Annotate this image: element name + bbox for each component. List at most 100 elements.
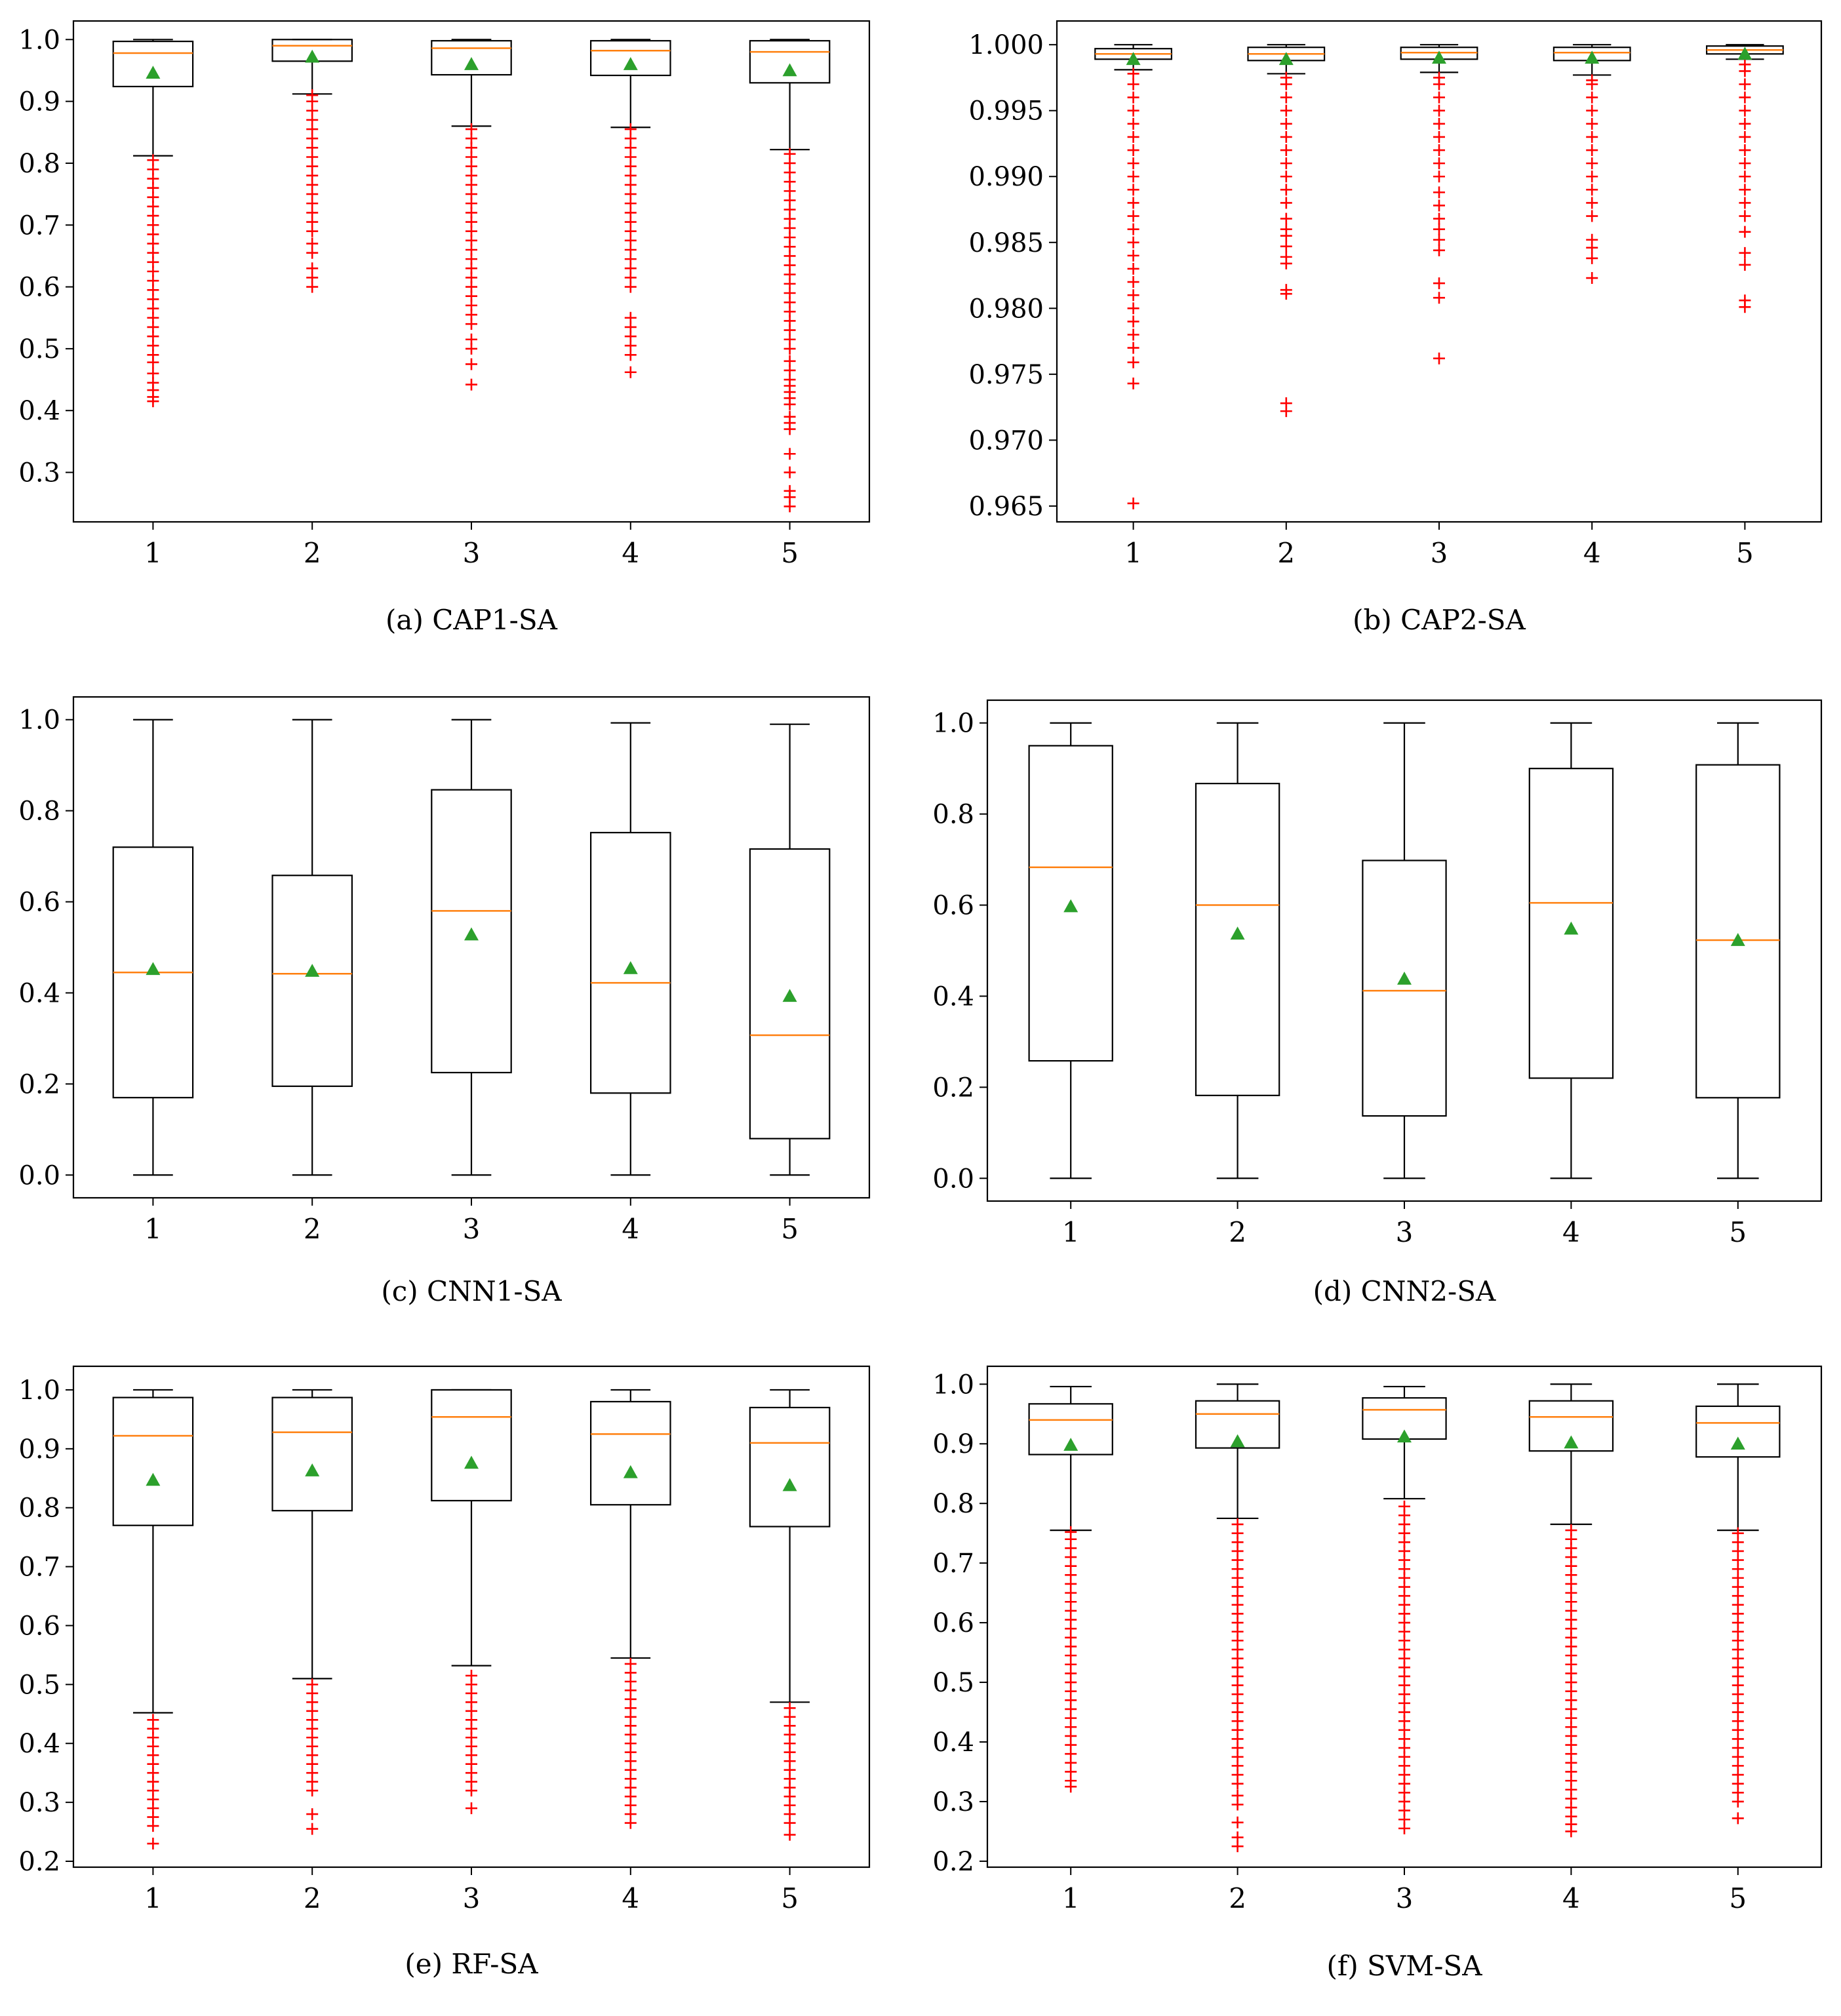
outlier-point xyxy=(1127,68,1139,80)
outlier-point xyxy=(1433,277,1445,290)
mean-marker xyxy=(1737,47,1752,60)
outlier-point xyxy=(1586,104,1598,117)
outlier-point xyxy=(1433,91,1445,104)
panel-cap1-sa: 0.3 0.4 0.5 0.6 0.7 0.8 0.9 1.0 1 2 3 4 5 (a) CAP1-SA xyxy=(18,20,871,636)
outlier-point xyxy=(1732,1812,1744,1825)
mean-marker xyxy=(1432,50,1446,64)
box xyxy=(112,41,194,88)
outlier-point xyxy=(1127,184,1139,196)
outlier-point xyxy=(1280,250,1292,263)
outlier-point xyxy=(1433,292,1445,304)
box xyxy=(112,1396,194,1526)
outlier-point xyxy=(1739,117,1751,130)
outlier-point xyxy=(1280,223,1292,235)
mean-marker xyxy=(464,927,479,941)
panel-caption: (d) CNN2-SA xyxy=(1313,1275,1496,1307)
x-tick-label: 1 xyxy=(144,1213,162,1245)
box-group-4 xyxy=(589,1389,671,1829)
outlier-point xyxy=(1433,104,1445,117)
outlier-point xyxy=(465,358,477,370)
outlier-point xyxy=(1127,497,1139,509)
outlier-point xyxy=(465,1669,477,1682)
x-tick-label: 1 xyxy=(1062,1216,1080,1248)
y-tick-label: 0.0 xyxy=(932,1164,974,1194)
outlier-point xyxy=(1586,144,1598,157)
x-tick-label: 3 xyxy=(463,1213,481,1245)
mean-marker xyxy=(1063,1438,1079,1451)
panel-caption: (e) RF-SA xyxy=(405,1948,538,1980)
outlier-point xyxy=(1127,117,1139,130)
y-tick-label: 0.8 xyxy=(18,149,60,179)
outlier-point xyxy=(1280,212,1292,225)
x-tick-label: 3 xyxy=(1396,1216,1414,1248)
box-group-2 xyxy=(1195,1383,1280,1853)
outlier-point xyxy=(1565,1524,1577,1537)
mean-marker xyxy=(464,1455,479,1469)
outlier-point xyxy=(624,366,637,378)
outlier-point xyxy=(783,484,796,497)
x-tick-label: 2 xyxy=(304,537,321,569)
outlier-point xyxy=(147,1838,159,1850)
y-tick-label: 0.2 xyxy=(932,1847,974,1877)
outlier-point xyxy=(1127,170,1139,183)
outlier-point xyxy=(783,1828,796,1841)
outlier-point xyxy=(1231,1518,1244,1531)
box xyxy=(271,1396,353,1512)
outlier-point xyxy=(147,367,159,380)
y-tick-label: 0.7 xyxy=(932,1549,974,1579)
x-tick-label: 5 xyxy=(781,1882,799,1914)
x-tick-label: 2 xyxy=(304,1213,321,1245)
y-tick-label: 0.0 xyxy=(18,1160,60,1191)
y-tick-label: 0.975 xyxy=(968,360,1044,390)
box xyxy=(749,40,831,84)
mean-marker xyxy=(146,962,161,976)
box xyxy=(749,848,831,1139)
box xyxy=(431,1389,512,1502)
y-tick-label: 1.0 xyxy=(18,1375,60,1406)
box xyxy=(1362,860,1447,1117)
y-tick-label: 0.965 xyxy=(968,492,1044,522)
y-tick-label: 0.980 xyxy=(968,294,1044,324)
outlier-point xyxy=(1433,157,1445,170)
box-group-4 xyxy=(589,722,671,1176)
outlier-point xyxy=(1739,210,1751,222)
panel-cnn2-sa: 0.0 0.2 0.4 0.6 0.8 1.0 1 2 3 4 5 (d) CNN2-SA xyxy=(932,699,1823,1307)
outlier-point xyxy=(1433,244,1445,256)
outlier-point xyxy=(1739,184,1751,196)
mean-marker xyxy=(1397,972,1412,985)
x-tick-label: 5 xyxy=(781,1213,799,1245)
outlier-point xyxy=(1586,252,1598,264)
x-tick-label: 3 xyxy=(463,537,481,569)
y-tick-label: 0.4 xyxy=(932,1728,974,1758)
mean-marker xyxy=(305,49,320,63)
outlier-point xyxy=(1280,71,1292,84)
box-group-5 xyxy=(749,39,831,513)
outlier-point xyxy=(1127,302,1139,315)
y-tick-label: 0.2 xyxy=(18,1847,60,1877)
box xyxy=(589,831,671,1094)
outlier-point xyxy=(1739,258,1751,271)
outlier-point xyxy=(1280,170,1292,183)
outlier-point xyxy=(306,1678,319,1691)
outlier-point xyxy=(1280,157,1292,170)
y-tick-label: 0.2 xyxy=(932,1073,974,1103)
outlier-point xyxy=(1127,104,1139,117)
box-group-2 xyxy=(1195,722,1280,1179)
outlier-point xyxy=(1280,144,1292,157)
mean-marker xyxy=(1564,921,1579,935)
outlier-point xyxy=(1127,223,1139,235)
y-tick-label: 0.7 xyxy=(18,210,60,241)
outlier-point xyxy=(1280,184,1292,196)
box xyxy=(431,40,512,76)
outlier-point xyxy=(1739,226,1751,238)
mean-marker xyxy=(1230,926,1245,940)
y-tick-label: 1.0 xyxy=(18,25,60,55)
outlier-point xyxy=(1280,117,1292,130)
y-tick-label: 0.3 xyxy=(18,458,60,488)
y-tick-label: 1.0 xyxy=(932,709,974,739)
x-tick-label: 1 xyxy=(1062,1882,1080,1914)
outlier-point xyxy=(1433,223,1445,235)
y-tick-label: 0.6 xyxy=(932,1608,974,1638)
box-group-1 xyxy=(1028,722,1113,1179)
